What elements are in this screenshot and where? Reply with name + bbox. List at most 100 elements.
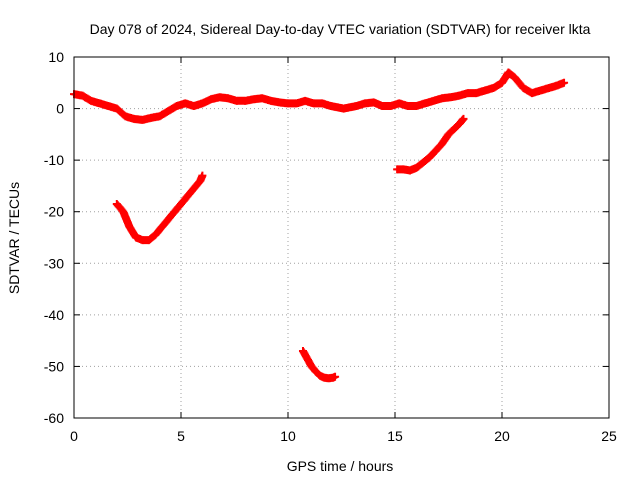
data-point: [258, 94, 267, 103]
data-point: [463, 89, 472, 98]
data-point: [189, 101, 198, 110]
y-tick-label: -40: [44, 307, 64, 323]
data-point: [147, 113, 156, 122]
data-point: [352, 101, 361, 110]
data-point: [183, 192, 192, 201]
y-tick-label: 0: [56, 101, 64, 117]
data-point: [318, 99, 327, 108]
grid-lines: [74, 57, 609, 418]
data-point: [298, 346, 307, 355]
data-point: [504, 68, 513, 77]
data-point: [129, 114, 138, 123]
data-point: [438, 139, 447, 148]
data-point: [395, 99, 404, 108]
axis-ticks: 0 5 10 15 20 25 10 0 -10 -20 -30 -40 -50 -60: [44, 49, 617, 444]
data-point: [249, 95, 258, 104]
y-tick-label: -30: [44, 255, 64, 271]
data-point: [224, 94, 233, 103]
data-point: [455, 120, 464, 129]
data-point: [164, 107, 173, 116]
x-tick-label: 20: [494, 428, 510, 444]
data-point: [95, 99, 104, 108]
series-arc-15-1-18-2-h: [393, 114, 468, 175]
data-point: [536, 86, 545, 95]
data-point: [412, 101, 421, 110]
data-point: [144, 236, 153, 245]
y-tick-label: -10: [44, 152, 64, 168]
y-tick-label: 10: [48, 49, 64, 65]
data-point: [232, 96, 241, 105]
series-arc-10-7-12-2-h: [298, 346, 340, 383]
data-point: [104, 101, 113, 110]
data-point: [78, 91, 87, 100]
data-point: [266, 96, 275, 105]
data-point: [316, 371, 325, 380]
data-point: [498, 78, 506, 87]
data-point: [378, 101, 387, 110]
data-point: [429, 96, 438, 105]
data-point: [403, 101, 412, 110]
data-point: [450, 124, 459, 133]
data-point: [301, 96, 310, 105]
x-tick-label: 15: [387, 428, 403, 444]
data-point: [119, 207, 128, 216]
data-point: [155, 112, 164, 121]
data-point: [331, 372, 340, 381]
data-point: [292, 99, 301, 108]
data-point: [275, 98, 284, 107]
data-point: [361, 99, 370, 108]
x-tick-label: 25: [601, 428, 617, 444]
series-trace: [71, 69, 567, 124]
data-point: [326, 101, 335, 110]
data-point: [241, 96, 250, 105]
data-point: [284, 99, 292, 108]
y-tick-label: -20: [44, 204, 64, 220]
data-point: [560, 78, 569, 87]
data-point: [170, 207, 179, 216]
data-point: [510, 73, 519, 82]
data-point: [472, 89, 481, 98]
data-point: [527, 89, 536, 98]
data-point: [151, 230, 160, 239]
data-point: [489, 83, 498, 92]
y-tick-label: -60: [44, 410, 64, 426]
data-point: [480, 86, 489, 95]
data-point: [198, 99, 207, 108]
data-point: [181, 99, 190, 108]
data-point: [132, 233, 141, 242]
data-point: [157, 223, 166, 232]
y-tick-label: -50: [44, 358, 64, 374]
data-point: [545, 83, 554, 92]
data-point: [420, 99, 429, 108]
data-point: [121, 112, 130, 121]
data-point: [87, 96, 96, 105]
x-tick-label: 5: [177, 428, 185, 444]
data-point: [444, 130, 453, 139]
data-point: [412, 163, 421, 172]
data-point: [112, 199, 121, 208]
series-near-zero-track: [70, 68, 569, 124]
data-point: [112, 104, 121, 113]
data-point: [399, 165, 408, 174]
data-point: [446, 93, 455, 102]
data-point: [309, 99, 318, 108]
data-point: [189, 184, 198, 193]
data-point: [418, 158, 427, 167]
data-point: [311, 367, 320, 376]
x-tick-label: 0: [70, 428, 78, 444]
data-point: [172, 101, 181, 110]
data-point: [177, 199, 185, 208]
chart-title: Day 078 of 2024, Sidereal Day-to-day VTE…: [90, 21, 591, 37]
series-arc-2-6-h: [112, 171, 207, 245]
plot-frame: [73, 56, 610, 419]
y-axis-label: SDTVAR / TECUs: [6, 182, 22, 294]
data-point: [459, 114, 468, 123]
data-point: [303, 354, 312, 363]
x-axis-label: GPS time / hours: [287, 458, 394, 474]
data-point: [519, 83, 528, 92]
data-point: [425, 153, 434, 162]
data-point: [386, 101, 395, 110]
data-point: [438, 94, 447, 103]
data-point: [206, 95, 215, 104]
